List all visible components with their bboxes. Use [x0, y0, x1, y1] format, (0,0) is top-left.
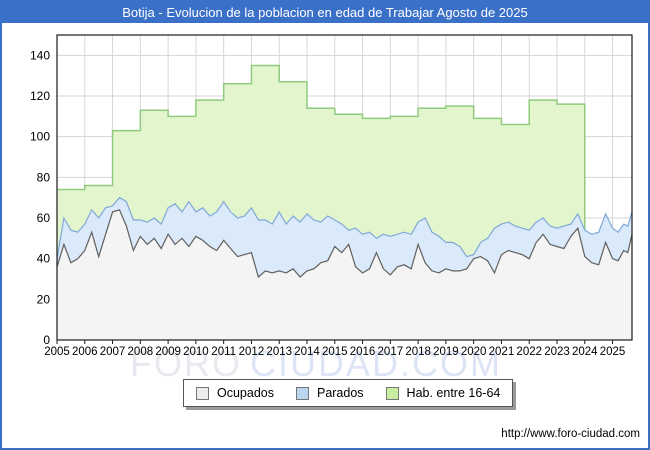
- source-url: http://www.foro-ciudad.com: [501, 428, 640, 440]
- chart-title: Botija - Evolucion de la poblacion en ed…: [122, 5, 528, 20]
- y-tick-label: 80: [37, 170, 51, 184]
- x-tick-label: 2023: [544, 346, 570, 358]
- watermark-foro: FORO: [130, 343, 242, 384]
- x-tick-label: 2011: [211, 346, 236, 358]
- x-tick-label: 2015: [322, 346, 348, 358]
- y-tick-label: 0: [43, 333, 50, 347]
- x-tick-label: 2006: [72, 346, 98, 358]
- x-tick-label: 2017: [378, 346, 404, 358]
- watermark: FORO CIUDAD.COM: [130, 343, 502, 384]
- watermark-ciudad: CIUDAD.COM: [250, 343, 502, 384]
- x-tick-label: 2020: [461, 346, 487, 358]
- legend-label-hab-entre-16-64: Hab. entre 16-64: [406, 386, 501, 400]
- x-tick-label: 2013: [266, 346, 292, 358]
- x-tick-label: 2018: [405, 346, 431, 358]
- x-tick-label: 2022: [516, 346, 542, 358]
- x-tick-label: 2008: [128, 346, 154, 358]
- hab-16-64-line: [57, 64, 632, 236]
- legend-item-hab-entre-16-64: Hab. entre 16-64: [385, 386, 501, 400]
- y-tick-label: 100: [30, 130, 50, 144]
- x-tick-label: 2005: [44, 346, 70, 358]
- x-tick-label: 2021: [489, 346, 515, 358]
- y-tick-label: 140: [30, 48, 50, 62]
- legend-label-ocupados: Ocupados: [217, 386, 274, 400]
- x-tick-label: 2009: [155, 346, 181, 358]
- chart-legend: Ocupados Parados Hab. entre 16-64: [183, 379, 514, 407]
- plot-border: [56, 34, 633, 341]
- x-tick-label: 2007: [100, 346, 126, 358]
- y-tick-label: 20: [37, 292, 51, 306]
- x-axis-labels: 2005 2006 2007 2008 2009 2010 2011 2012 2013 2014…: [44, 340, 625, 358]
- legend-swatch-parados: [295, 386, 309, 400]
- legend-label-parados: Parados: [316, 386, 364, 400]
- x-tick-label: 2019: [433, 346, 459, 358]
- x-tick-label: 2010: [183, 346, 209, 358]
- legend-swatch-hab-entre-16-64: [385, 386, 399, 400]
- ocupados-line: [56, 209, 633, 279]
- y-tick-label: 40: [37, 252, 51, 266]
- legend-item-ocupados: Ocupados: [196, 386, 274, 400]
- y-tick-label: 120: [30, 89, 50, 103]
- x-tick-label: 2016: [350, 346, 376, 358]
- parados-line: [56, 196, 633, 259]
- title-bar: Botija - Evolucion de la poblacion en ed…: [2, 2, 648, 23]
- y-axis-labels: 0 20 40 60 80 100 120 140: [30, 48, 50, 347]
- x-tick-label: 2012: [239, 346, 265, 358]
- y-tick-label: 60: [37, 211, 51, 225]
- x-tick-label: 2025: [600, 346, 626, 358]
- legend-swatch-ocupados: [196, 386, 209, 400]
- legend-item-parados: Parados: [295, 386, 364, 400]
- x-tick-label: 2024: [572, 346, 598, 358]
- ocupados-area: [57, 209, 632, 340]
- x-tick-label: 2014: [294, 346, 320, 358]
